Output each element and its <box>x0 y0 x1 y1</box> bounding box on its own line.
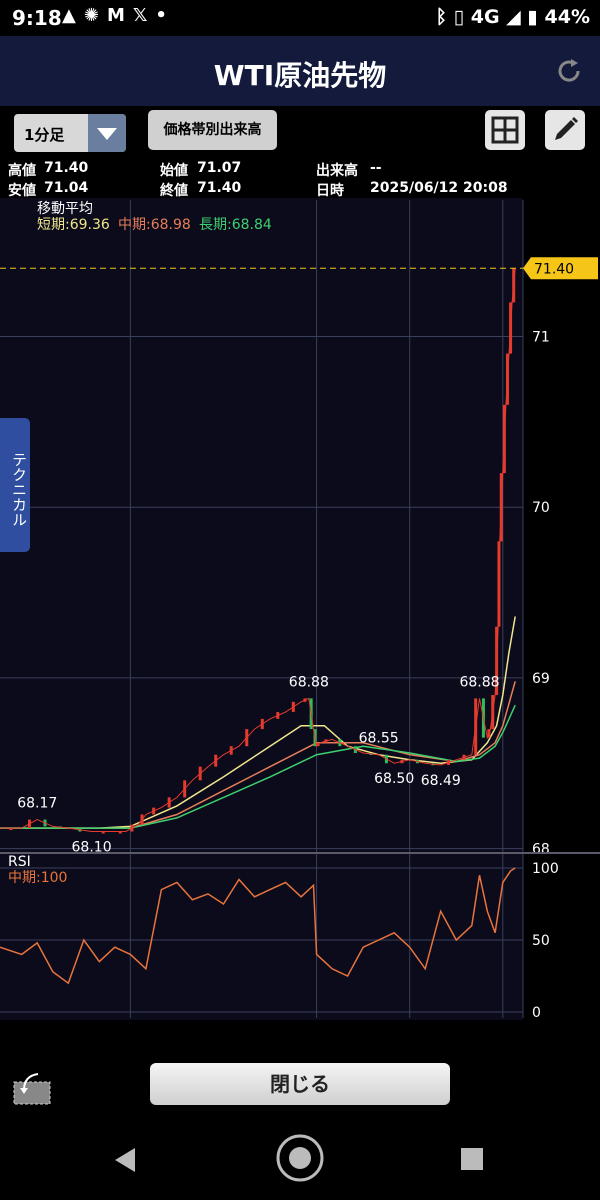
rsi-tick-label: 0 <box>532 1005 541 1020</box>
price-annotation: 68.10 <box>72 840 112 856</box>
pencil-icon <box>555 117 578 140</box>
datetime-label: 日時 <box>316 183 344 199</box>
toolbar: 1分足 価格帯別出来高 <box>0 106 600 158</box>
low-label: 安値 <box>8 183 36 199</box>
ma-title: 移動平均 <box>37 201 93 217</box>
price-annotation: 68.88 <box>459 674 499 690</box>
ma-line-中期 <box>0 681 516 829</box>
price-info: 高値 71.40 始値 71.07 出来高 -- 安値 71.04 終値 71.… <box>0 158 600 199</box>
layout-button[interactable] <box>485 110 525 150</box>
rsi-tick-label: 50 <box>532 933 550 949</box>
ma-line-長期 <box>0 704 516 829</box>
dot-icon: • <box>155 5 175 26</box>
refresh-icon[interactable] <box>554 56 584 86</box>
interval-label: 1分足 <box>24 126 65 144</box>
ma-short-label: 短期:69.36 <box>37 217 110 233</box>
rsi-tick-label: 100 <box>532 861 559 877</box>
price-candle <box>118 831 122 834</box>
volume-value: -- <box>370 160 382 176</box>
x-icon: 𝕏 <box>132 5 156 26</box>
high-label: 高値 <box>8 163 36 179</box>
recents-icon[interactable] <box>461 1148 483 1170</box>
close-button[interactable]: 閉じる <box>150 1063 450 1105</box>
draw-button[interactable] <box>545 110 585 150</box>
price-chart[interactable]: 6869707116:0018:0019:0020:00050100 68.17… <box>0 198 600 1020</box>
signal-icon: ◢ <box>506 6 521 28</box>
price-annotation: 68.88 <box>289 674 329 690</box>
vibrate-icon: ▯ <box>453 6 465 28</box>
status-time: 9:18 <box>12 6 62 30</box>
low-value: 71.04 <box>44 180 89 196</box>
y-tick-label: 70 <box>532 500 550 516</box>
battery-icon: ▮ <box>527 6 538 28</box>
rotate-icon[interactable] <box>12 1068 54 1106</box>
battery-label: 44% <box>544 6 590 28</box>
grid-icon <box>491 116 519 144</box>
ma-long-label: 長期:68.84 <box>199 217 272 233</box>
gmail-icon: M <box>106 5 133 26</box>
open-label: 始値 <box>160 163 188 179</box>
price-annotation: 68.49 <box>421 773 461 789</box>
chart-container[interactable]: 6869707116:0018:0019:0020:00050100 68.17… <box>0 198 600 1020</box>
status-right: ᛒ ▯ 4G ◢ ▮ 44% <box>436 6 590 28</box>
open-value: 71.07 <box>197 160 242 176</box>
close-value: 71.40 <box>197 180 242 196</box>
rsi-line <box>0 867 516 985</box>
current-price-tag <box>523 257 598 280</box>
back-icon[interactable] <box>115 1148 135 1172</box>
chevron-down-icon <box>88 114 126 152</box>
price-line <box>0 268 516 832</box>
app-icon: ✺ <box>83 5 107 26</box>
datetime-value: 2025/06/12 20:08 <box>370 180 508 196</box>
home-icon[interactable] <box>289 1147 311 1169</box>
warning-icon: ▲ <box>62 5 84 26</box>
navigation-bar <box>0 1120 600 1200</box>
technical-tab[interactable]: テクニカル <box>0 418 30 552</box>
interval-select[interactable]: 1分足 <box>14 114 126 152</box>
volume-label: 出来高 <box>316 163 358 179</box>
price-annotation: 68.17 <box>17 796 57 812</box>
rsi-title: RSI <box>8 854 31 870</box>
ma-mid-label: 中期:68.98 <box>118 217 191 233</box>
y-tick-label: 71 <box>532 330 550 346</box>
bluetooth-icon: ᛒ <box>435 6 447 28</box>
volume-profile-button[interactable]: 価格帯別出来高 <box>148 110 277 150</box>
y-tick-label: 68 <box>532 842 550 858</box>
rsi-mid-label: 中期:100 <box>8 870 67 886</box>
y-tick-label: 69 <box>532 671 550 687</box>
price-annotation: 68.50 <box>374 771 414 787</box>
price-annotation: 68.55 <box>359 731 399 747</box>
page-title: WTI原油先物 <box>213 59 387 92</box>
high-value: 71.40 <box>44 160 89 176</box>
status-bar: 9:18 ▲✺M𝕏• ᛒ ▯ 4G ◢ ▮ 44% <box>0 0 600 36</box>
price-candle <box>9 828 13 831</box>
close-label: 終値 <box>160 183 188 199</box>
home-ring-icon[interactable] <box>276 1134 324 1182</box>
header: WTI原油先物 <box>0 36 600 106</box>
price-candle <box>101 831 105 834</box>
current-price-label: 71.40 <box>534 261 574 277</box>
notification-icons: ▲✺M𝕏• <box>62 5 175 26</box>
network-label: 4G <box>470 6 500 28</box>
